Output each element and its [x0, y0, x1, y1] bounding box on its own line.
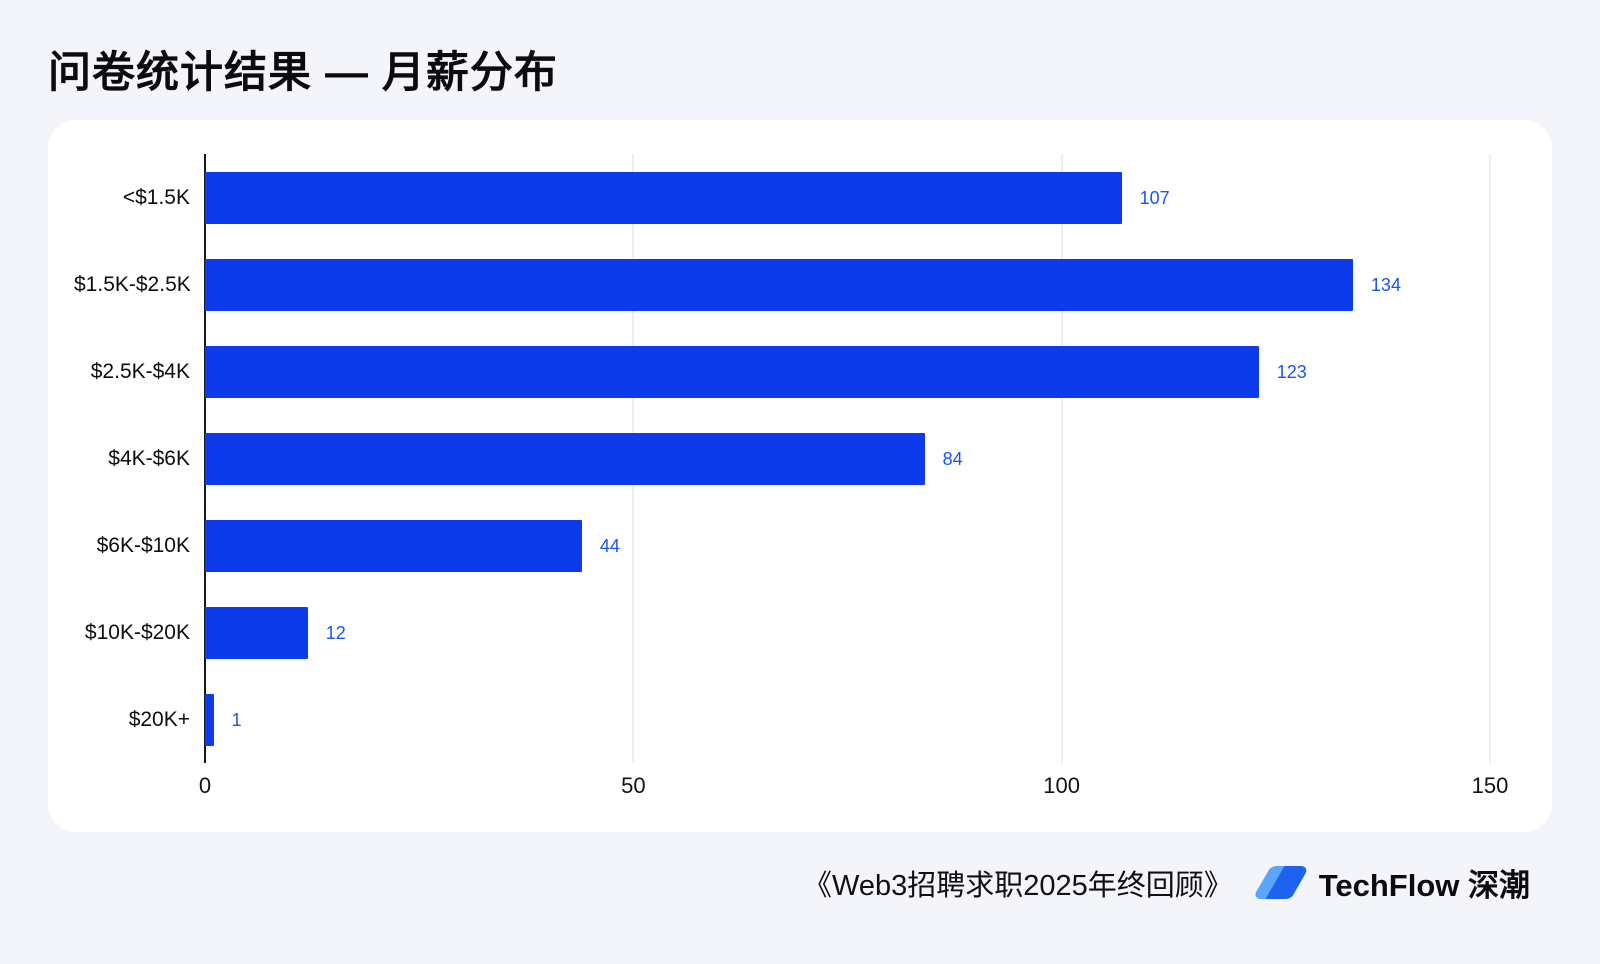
category-label: $6K-$10K	[96, 533, 190, 557]
bar	[205, 171, 1122, 224]
brand-name: TechFlow 深潮	[1318, 868, 1530, 903]
bar	[205, 693, 214, 746]
source-citation: 《Web3招聘求职2025年终回顾》	[802, 869, 1233, 902]
value-label: 123	[1276, 361, 1307, 382]
bar	[205, 258, 1353, 311]
bar-track: 123	[205, 345, 1490, 398]
category-label: $2.5K-$4K	[90, 359, 190, 383]
value-label: 1	[231, 709, 242, 730]
category-label: <$1.5K	[122, 185, 190, 209]
rows: <$1.5K 107 $1.5K-$2.5K 134 $2.5K-$4K 123 $4K-$…	[74, 154, 1490, 763]
bar-track: 134	[205, 258, 1490, 311]
x-tick-label: 100	[1043, 773, 1081, 798]
bar-row: $2.5K-$4K 123	[74, 328, 1490, 415]
gridline	[1489, 154, 1491, 763]
bar-row: $20K+ 1	[74, 676, 1490, 763]
value-label: 107	[1139, 187, 1170, 208]
value-label: 12	[325, 622, 346, 643]
bar	[205, 519, 582, 572]
value-label: 44	[599, 535, 620, 556]
value-label: 84	[942, 448, 963, 469]
bar-row: $6K-$10K 44	[74, 502, 1490, 589]
bar	[205, 606, 308, 659]
category-label: $1.5K-$2.5K	[74, 272, 191, 296]
bar-track: 84	[205, 432, 1490, 485]
bar-track: 44	[205, 519, 1490, 572]
bar-row: <$1.5K 107	[74, 154, 1490, 241]
bar-track: 1	[205, 693, 1490, 746]
x-axis: 0 50 100 150	[199, 773, 1508, 813]
bar-row: $10K-$20K 12	[74, 589, 1490, 676]
x-tick-label: 150	[1471, 773, 1509, 798]
x-tick-label: 0	[198, 773, 212, 798]
bar	[205, 432, 925, 485]
bar-track: 107	[205, 171, 1490, 224]
bar-row: $4K-$6K 84	[74, 415, 1490, 502]
category-label: $20K+	[128, 707, 190, 731]
category-label: $4K-$6K	[108, 446, 190, 470]
plot-area: <$1.5K 107 $1.5K-$2.5K 134 $2.5K-$4K 123 $4K-$…	[74, 154, 1491, 763]
category-label: $10K-$20K	[84, 620, 190, 644]
bar-track: 12	[205, 606, 1490, 659]
page-title: 问卷统计结果 — 月薪分布	[48, 49, 558, 97]
techflow-logo-icon	[1255, 866, 1307, 899]
brand: TechFlow 深潮	[1255, 860, 1530, 905]
value-label: 134	[1370, 274, 1401, 295]
x-tick-label: 50	[621, 773, 646, 798]
chart-card: <$1.5K 107 $1.5K-$2.5K 134 $2.5K-$4K 123 $4K-$…	[48, 120, 1552, 832]
footer: 《Web3招聘求职2025年终回顾》 TechFlow 深潮	[803, 860, 1530, 905]
bar	[205, 345, 1259, 398]
bar-row: $1.5K-$2.5K 134	[74, 241, 1490, 328]
gridline	[1061, 154, 1063, 763]
